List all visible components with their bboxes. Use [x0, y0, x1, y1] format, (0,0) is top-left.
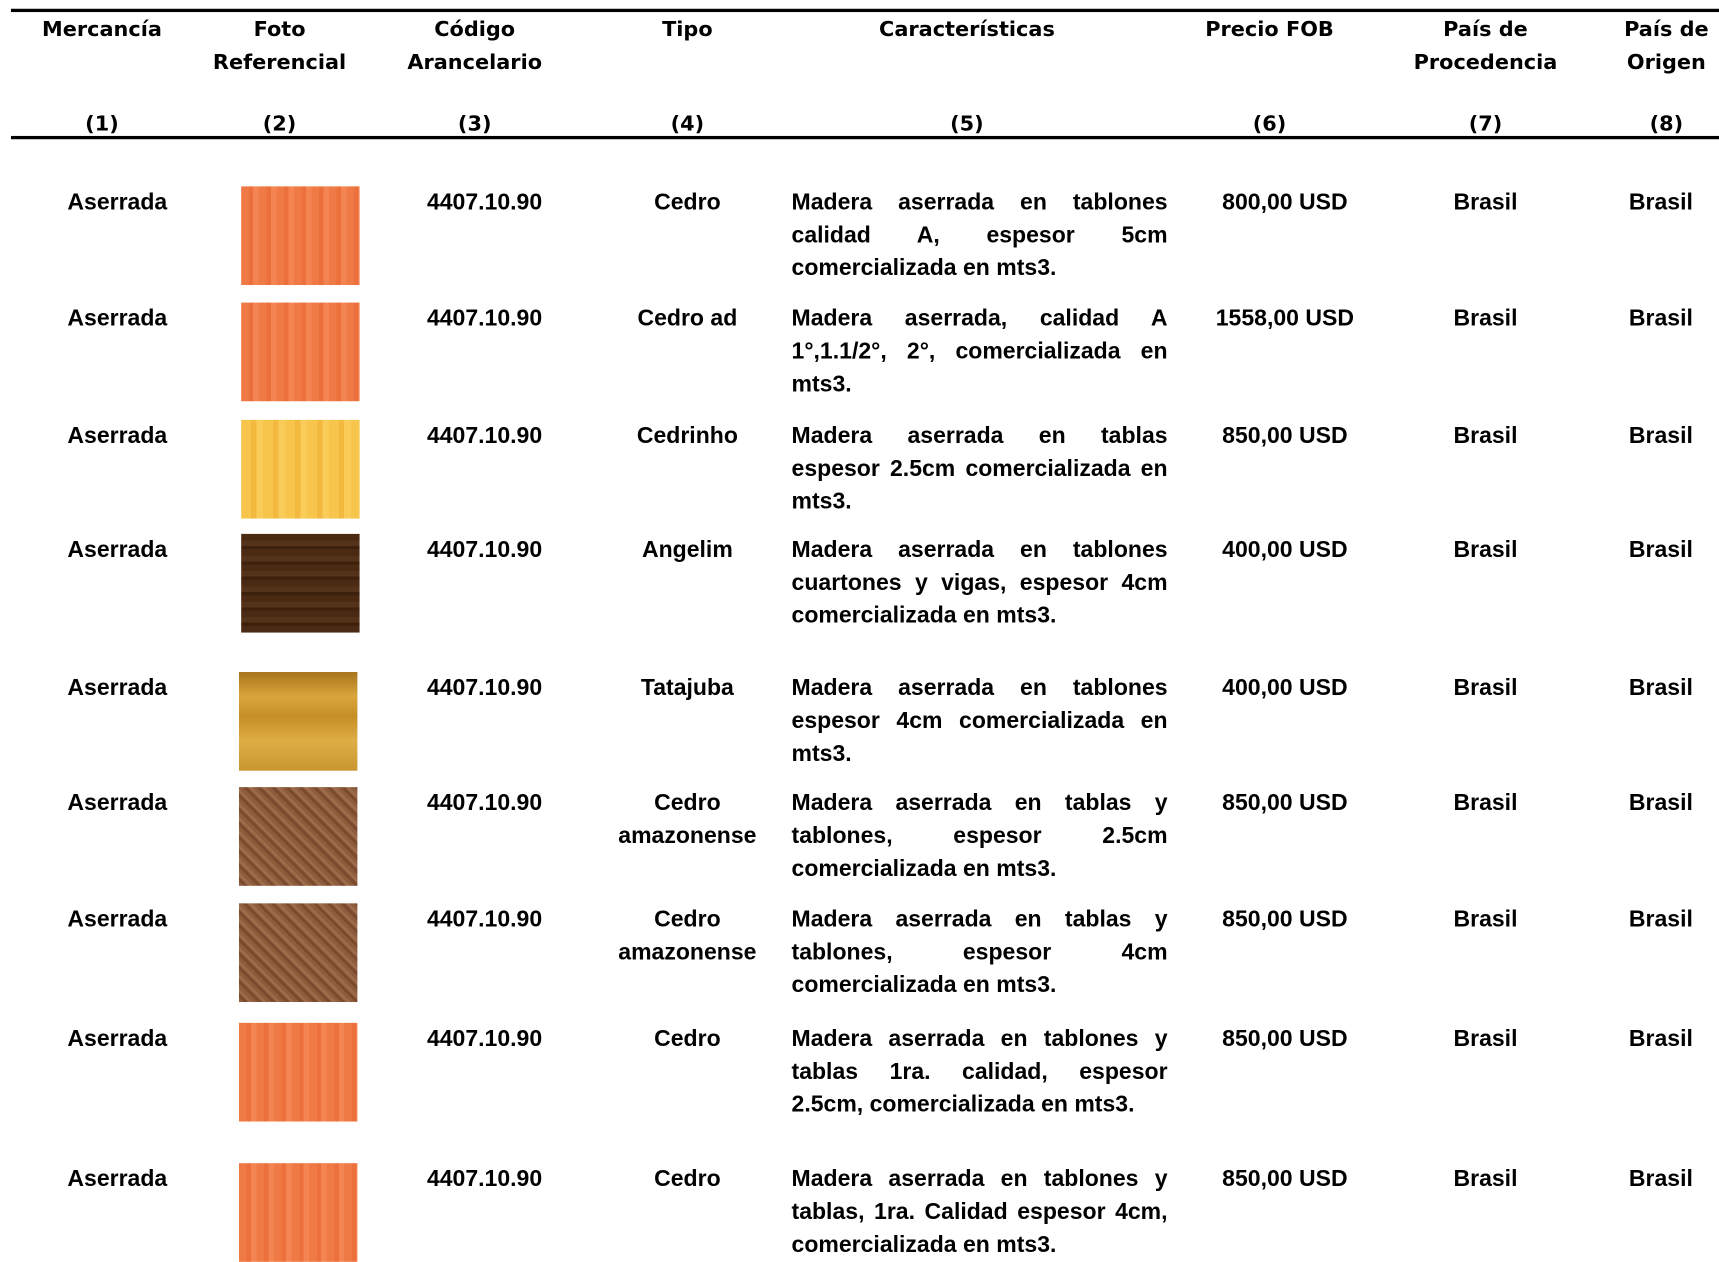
mercancia: Aserrada [67, 675, 168, 701]
column-title: Características [879, 17, 1055, 42]
caracteristicas: Madera aserrada en tablones cuartones y … [791, 537, 1168, 629]
procedencia: Brasil [1453, 537, 1518, 563]
codigo: 4407.10.90 [426, 906, 543, 932]
procedencia: Brasil [1453, 423, 1518, 449]
precio: 800,00 USD [1222, 189, 1348, 215]
codigo: 4407.10.90 [426, 1166, 543, 1192]
caracteristicas: Madera aserrada en tablas espesor 2.5cm … [791, 423, 1168, 515]
column-number: (5) [950, 111, 984, 136]
header-rule [10, 135, 1719, 140]
photo [238, 672, 358, 771]
origen: Brasil [1628, 1166, 1693, 1192]
column-number: (2) [262, 111, 297, 136]
caracteristicas: Madera aserrada en tablones y tablas, 1r… [791, 1166, 1168, 1258]
tipo: Cedro [654, 1166, 721, 1192]
photo [241, 302, 360, 402]
photo [238, 787, 358, 886]
origen: Brasil [1628, 537, 1693, 563]
column-title: Procedencia [1413, 50, 1558, 75]
mercancia: Aserrada [67, 537, 168, 563]
column-title: Arancelario [407, 50, 543, 75]
tipo: Cedro amazonense [618, 906, 757, 965]
column-number: (6) [1252, 111, 1287, 136]
mercancia: Aserrada [67, 305, 168, 332]
origen: Brasil [1628, 189, 1693, 215]
procedencia: Brasil [1453, 790, 1518, 816]
precio: 850,00 USD [1222, 790, 1348, 816]
origen: Brasil [1628, 423, 1693, 449]
photo [238, 1022, 358, 1122]
mercancia: Aserrada [67, 906, 168, 932]
column-title: País de [1443, 17, 1528, 42]
caracteristicas: Madera aserrada, calidad A 1°,1.1/2°, 2°… [791, 305, 1168, 397]
tipo: Tatajuba [640, 675, 734, 701]
tipo: Cedrinho [636, 423, 738, 449]
photo [241, 419, 360, 519]
column-title: Origen [1626, 50, 1706, 75]
codigo: 4407.10.90 [426, 790, 543, 816]
origen: Brasil [1628, 906, 1693, 932]
top-rule [10, 8, 1719, 13]
codigo: 4407.10.90 [426, 537, 543, 563]
tipo: Cedro ad [637, 305, 738, 332]
codigo: 4407.10.90 [426, 305, 543, 332]
photo [241, 186, 360, 286]
photo [241, 533, 360, 633]
mercancia: Aserrada [67, 423, 168, 449]
codigo: 4407.10.90 [426, 1026, 543, 1052]
procedencia: Brasil [1453, 1166, 1518, 1192]
caracteristicas: Madera aserrada en tablones calidad A, e… [791, 189, 1168, 281]
codigo: 4407.10.90 [426, 675, 543, 701]
column-number: (8) [1649, 111, 1684, 136]
column-title: Mercancía [42, 17, 162, 42]
column-number: (7) [1468, 111, 1503, 136]
precio: 850,00 USD [1222, 1026, 1348, 1052]
codigo: 4407.10.90 [426, 423, 543, 449]
caracteristicas: Madera aserrada en tablas y tablones, es… [791, 906, 1168, 998]
tipo: Cedro amazonense [618, 790, 757, 849]
tipo: Cedro [654, 189, 721, 215]
precio: 400,00 USD [1222, 675, 1348, 701]
mercancia: Aserrada [67, 1026, 168, 1052]
procedencia: Brasil [1453, 305, 1518, 332]
precio: 850,00 USD [1222, 423, 1348, 449]
mercancia: Aserrada [67, 1166, 168, 1192]
origen: Brasil [1628, 790, 1693, 816]
column-title: Precio FOB [1205, 17, 1334, 42]
tipo: Angelim [641, 537, 733, 563]
precio: 850,00 USD [1222, 906, 1348, 932]
procedencia: Brasil [1453, 189, 1518, 215]
caracteristicas: Madera aserrada en tablones y tablas 1ra… [791, 1026, 1168, 1118]
precio: 1558,00 USD [1215, 305, 1354, 332]
mercancia: Aserrada [67, 790, 168, 816]
column-title: Tipo [662, 17, 713, 42]
tipo: Cedro [654, 1026, 721, 1052]
column-number: (4) [670, 111, 705, 136]
caracteristicas: Madera aserrada en tablones espesor 4cm … [791, 675, 1168, 767]
photo [238, 903, 358, 1003]
origen: Brasil [1628, 1026, 1693, 1052]
column-title: País de [1624, 17, 1709, 42]
procedencia: Brasil [1453, 675, 1518, 701]
precio: 400,00 USD [1222, 537, 1348, 563]
caracteristicas: Madera aserrada en tablas y tablones, es… [791, 790, 1168, 882]
column-title: Código [434, 17, 516, 42]
origen: Brasil [1628, 305, 1693, 332]
column-number: (1) [85, 111, 119, 136]
column-title: Referencial [212, 50, 347, 75]
mercancia: Aserrada [67, 189, 168, 215]
photo [238, 1163, 358, 1262]
procedencia: Brasil [1453, 906, 1518, 932]
column-title: Foto [253, 17, 306, 42]
codigo: 4407.10.90 [426, 189, 543, 215]
origen: Brasil [1628, 675, 1693, 701]
precio: 850,00 USD [1222, 1166, 1348, 1192]
column-number: (3) [457, 111, 492, 136]
procedencia: Brasil [1453, 1026, 1518, 1052]
